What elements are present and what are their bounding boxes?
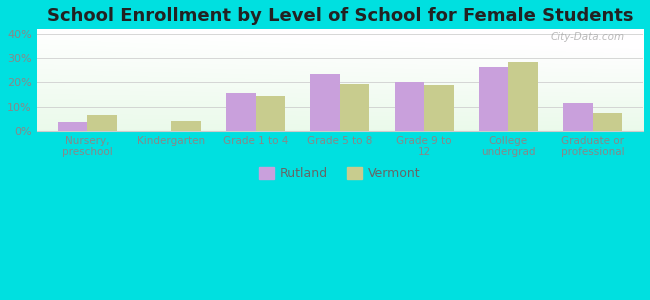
Bar <box>479 67 508 131</box>
Bar <box>255 96 285 131</box>
Bar <box>172 121 201 131</box>
Bar <box>58 122 87 131</box>
Bar <box>226 93 255 131</box>
Bar <box>395 82 424 131</box>
Bar <box>563 103 593 131</box>
Title: School Enrollment by Level of School for Female Students: School Enrollment by Level of School for… <box>47 7 633 25</box>
Bar <box>424 85 454 131</box>
Text: City-Data.com: City-Data.com <box>551 32 625 42</box>
Legend: Rutland, Vermont: Rutland, Vermont <box>254 162 426 185</box>
Bar <box>593 112 622 131</box>
Bar <box>87 115 116 131</box>
Bar <box>508 62 538 131</box>
Bar <box>340 84 369 131</box>
Bar <box>310 74 340 131</box>
